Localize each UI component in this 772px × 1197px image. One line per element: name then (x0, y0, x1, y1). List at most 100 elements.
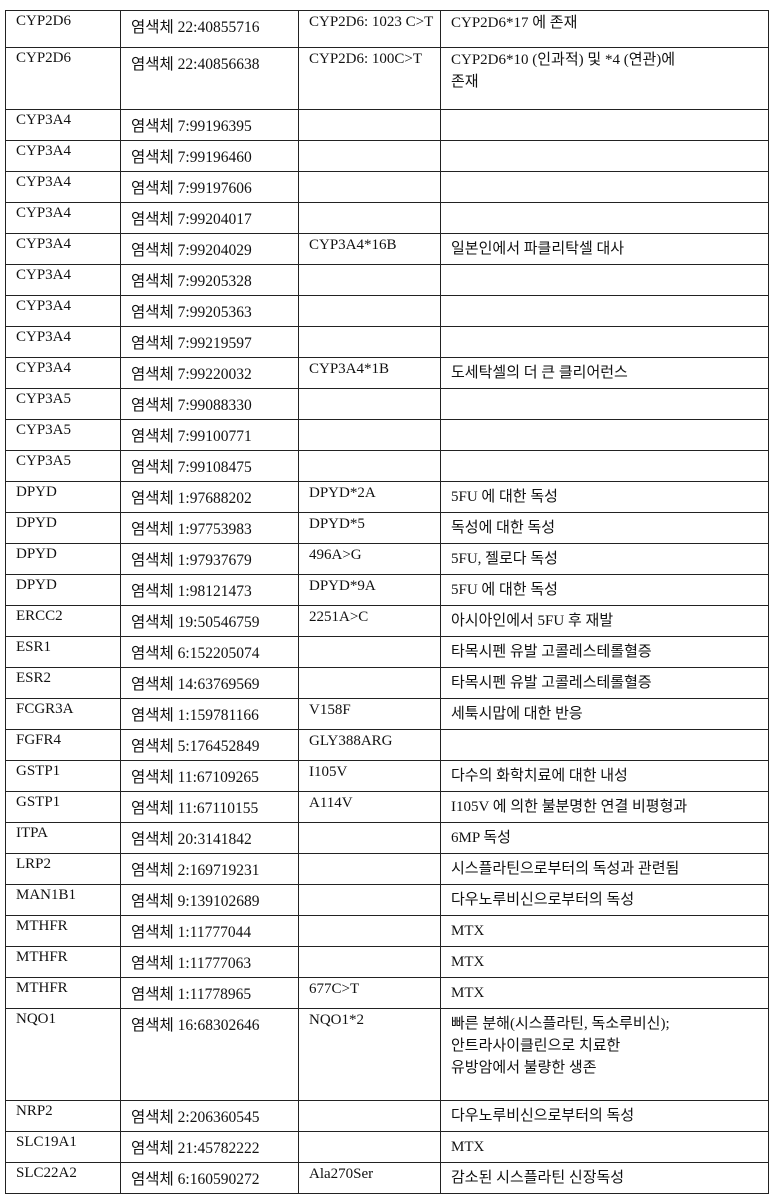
effect-cell (441, 451, 769, 482)
gene-cell: GSTP1 (6, 792, 121, 823)
variant-cell: Ala270Ser (299, 1163, 441, 1194)
effect-line: MTX (451, 1132, 768, 1162)
effect-line: I105V 에 의한 불분명한 연결 비평형과 (451, 792, 768, 822)
table-row: CYP3A5염색체 7:99100771 (6, 420, 769, 451)
effect-cell: 6MP 독성 (441, 823, 769, 854)
effect-cell: 5FU 에 대한 독성 (441, 482, 769, 513)
table-row: CYP3A5염색체 7:99108475 (6, 451, 769, 482)
gene-cell: CYP3A4 (6, 358, 121, 389)
effect-cell: 독성에 대한 독성 (441, 513, 769, 544)
variant-cell: CYP3A4*1B (299, 358, 441, 389)
effect-cell (441, 203, 769, 234)
gene-cell: CYP3A5 (6, 451, 121, 482)
gene-cell: FCGR3A (6, 699, 121, 730)
effect-cell: 다우노루비신으로부터의 독성 (441, 1101, 769, 1132)
table-row: ESR1염색체 6:152205074 타목시펜 유발 고콜레스테롤혈증 (6, 637, 769, 668)
table-row: CYP3A4염색체 7:99204029CYP3A4*16B일본인에서 파클리탁… (6, 234, 769, 265)
variant-cell: NQO1*2 (299, 1009, 441, 1101)
location-cell: 염색체 1:98121473 (121, 575, 299, 606)
effect-line: MTX (451, 978, 768, 1008)
gene-cell: ITPA (6, 823, 121, 854)
gene-cell: CYP3A4 (6, 327, 121, 358)
variant-cell: 2251A>C (299, 606, 441, 637)
gene-cell: CYP3A5 (6, 389, 121, 420)
gene-cell: CYP3A4 (6, 110, 121, 141)
effect-line: MTX (451, 947, 768, 977)
table-row: GSTP1염색체 11:67110155A114VI105V 에 의한 불분명한… (6, 792, 769, 823)
effect-cell: 일본인에서 파클리탁셀 대사 (441, 234, 769, 265)
table-row: NQO1염색체 16:68302646NQO1*2빠른 분해(시스플라틴, 독소… (6, 1009, 769, 1101)
location-cell: 염색체 2:206360545 (121, 1101, 299, 1132)
location-cell: 염색체 21:45782222 (121, 1132, 299, 1163)
variant-cell: 677C>T (299, 978, 441, 1009)
variant-cell: CYP3A4*16B (299, 234, 441, 265)
effect-line: 다수의 화학치료에 대한 내성 (451, 761, 768, 791)
location-cell: 염색체 1:97937679 (121, 544, 299, 575)
variant-cell (299, 1132, 441, 1163)
effect-cell (441, 420, 769, 451)
variant-cell (299, 265, 441, 296)
effect-cell: 타목시펜 유발 고콜레스테롤혈증 (441, 637, 769, 668)
table-row: NRP2염색체 2:206360545다우노루비신으로부터의 독성 (6, 1101, 769, 1132)
effect-cell (441, 730, 769, 761)
location-cell: 염색체 7:99220032 (121, 358, 299, 389)
location-cell: 염색체 7:99196395 (121, 110, 299, 141)
effect-line: 5FU 에 대한 독성 (451, 482, 768, 512)
location-cell: 염색체 7:99088330 (121, 389, 299, 420)
variant-cell: I105V (299, 761, 441, 792)
gene-cell: CYP3A4 (6, 141, 121, 172)
location-cell: 염색체 1:159781166 (121, 699, 299, 730)
table-row: CYP3A4염색체 7:99205363 (6, 296, 769, 327)
gene-cell: CYP2D6 (6, 48, 121, 110)
variant-cell (299, 420, 441, 451)
variant-cell (299, 916, 441, 947)
effect-line: 타목시펜 유발 고콜레스테롤혈증 (451, 668, 768, 698)
variant-cell (299, 1101, 441, 1132)
location-cell: 염색체 7:99204017 (121, 203, 299, 234)
variant-cell (299, 637, 441, 668)
effect-line: 5FU, 젤로다 독성 (451, 544, 768, 574)
effect-line: MTX (451, 916, 768, 946)
effect-line: 다우노루비신으로부터의 독성 (451, 885, 768, 915)
location-cell: 염색체 7:99204029 (121, 234, 299, 265)
table-row: SLC19A1염색체 21:45782222 MTX (6, 1132, 769, 1163)
effect-cell (441, 296, 769, 327)
gene-cell: MTHFR (6, 978, 121, 1009)
effect-cell: CYP2D6*17 에 존재 (441, 11, 769, 48)
gene-cell: MTHFR (6, 947, 121, 978)
location-cell: 염색체 14:63769569 (121, 668, 299, 699)
location-cell: 염색체 7:99205328 (121, 265, 299, 296)
gene-cell: CYP3A4 (6, 296, 121, 327)
variant-cell: CYP2D6: 100C>T (299, 48, 441, 110)
effect-cell: 5FU, 젤로다 독성 (441, 544, 769, 575)
location-cell: 염색체 16:68302646 (121, 1009, 299, 1101)
table-row: CYP3A4염색체 7:99196395 (6, 110, 769, 141)
effect-cell: 세툭시맙에 대한 반응 (441, 699, 769, 730)
table-row: CYP3A4염색체 7:99205328 (6, 265, 769, 296)
table-row: CYP3A4염색체 7:99196460 (6, 141, 769, 172)
location-cell: 염색체 7:99108475 (121, 451, 299, 482)
effect-line: 다우노루비신으로부터의 독성 (451, 1101, 768, 1131)
effect-cell (441, 110, 769, 141)
effect-cell: 도세탁셀의 더 큰 클리어런스 (441, 358, 769, 389)
gene-cell: GSTP1 (6, 761, 121, 792)
effect-cell: CYP2D6*10 (인과적) 및 *4 (연관)에존재 (441, 48, 769, 110)
location-cell: 염색체 7:99100771 (121, 420, 299, 451)
table-row: DPYD염색체 1:98121473DPYD*9A5FU 에 대한 독성 (6, 575, 769, 606)
gene-cell: MAN1B1 (6, 885, 121, 916)
variant-cell (299, 296, 441, 327)
gene-cell: ESR1 (6, 637, 121, 668)
variant-cell: DPYD*5 (299, 513, 441, 544)
location-cell: 염색체 22:40855716 (121, 11, 299, 48)
location-cell: 염색체 6:152205074 (121, 637, 299, 668)
effect-cell (441, 265, 769, 296)
effect-line: 독성에 대한 독성 (451, 513, 768, 543)
gene-cell: SLC19A1 (6, 1132, 121, 1163)
gene-cell: NQO1 (6, 1009, 121, 1101)
table-row: CYP3A4염색체 7:99204017 (6, 203, 769, 234)
table-row: ERCC2염색체 19:505467592251A>C아시아인에서 5FU 후 … (6, 606, 769, 637)
table-row: FGFR4염색체 5:176452849GLY388ARG (6, 730, 769, 761)
effect-line: CYP2D6*17 에 존재 (451, 8, 768, 38)
effect-cell: 아시아인에서 5FU 후 재발 (441, 606, 769, 637)
table-row: CYP2D6염색체 22:40856638CYP2D6: 100C>TCYP2D… (6, 48, 769, 110)
